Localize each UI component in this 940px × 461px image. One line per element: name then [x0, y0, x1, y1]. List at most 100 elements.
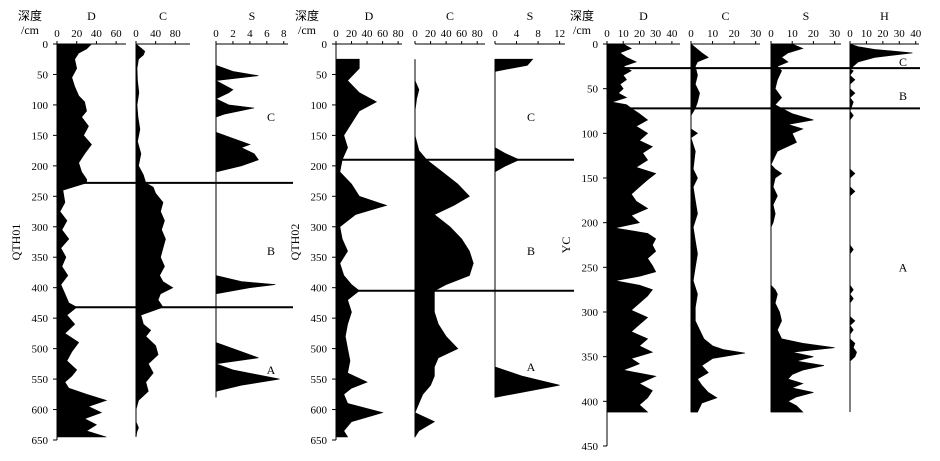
depth-header-label: 深度	[570, 8, 594, 23]
depth-tick-label: 50	[316, 69, 328, 81]
depth-tick-label: 150	[582, 173, 599, 185]
track-tick-label: 30	[894, 28, 906, 40]
track-tick-label: 6	[264, 28, 270, 40]
depth-tick-label: 0	[593, 39, 599, 51]
depth-header-label: 深度	[18, 8, 42, 23]
track-name-s: S	[527, 9, 534, 23]
track-tick-label: 40	[362, 28, 374, 40]
zone-label-b: B	[267, 244, 275, 258]
zone-label-b: B	[527, 244, 535, 258]
depth-tick-label: 600	[32, 405, 49, 417]
zone-label-a: A	[899, 260, 908, 274]
track-tick-label: 20	[71, 28, 83, 40]
depth-tick-label: 300	[582, 307, 599, 319]
depth-tick-label: 350	[311, 252, 328, 264]
profile-area-qth02-s	[494, 58, 560, 398]
track-tick-label: 60	[111, 28, 123, 40]
track-tick-label: 40	[441, 28, 453, 40]
depth-header-label: 深度	[295, 8, 319, 23]
depth-tick-label: 350	[32, 252, 49, 264]
depth-unit-label: /cm	[21, 23, 40, 37]
track-tick-label: 8	[535, 28, 541, 40]
depth-tick-label: 0	[43, 39, 49, 51]
track-tick-label: 0	[54, 28, 60, 40]
track-tick-label: 0	[133, 28, 139, 40]
track-tick-label: 20	[634, 28, 646, 40]
depth-tick-label: 450	[311, 313, 328, 325]
track-name-s: S	[249, 9, 256, 23]
track-name-d: D	[639, 9, 648, 23]
zone-label-c: C	[527, 110, 535, 124]
track-name-c: C	[159, 9, 167, 23]
panel-label: QTH02	[288, 224, 302, 261]
track-tick-label: 20	[346, 28, 358, 40]
depth-tick-label: 100	[32, 100, 49, 112]
depth-tick-label: 300	[311, 222, 328, 234]
depth-tick-label: 200	[582, 218, 599, 230]
profile-area-qth02-d	[335, 58, 388, 438]
depth-tick-label: 350	[582, 352, 599, 364]
track-tick-label: 40	[666, 28, 678, 40]
track-name-h: H	[880, 9, 889, 23]
track-tick-label: 4	[247, 28, 253, 40]
zone-label-c: C	[267, 110, 275, 124]
track-tick-label: 40	[910, 28, 922, 40]
profile-area-qth02-c	[414, 59, 474, 439]
depth-tick-label: 200	[32, 161, 49, 173]
track-tick-label: 0	[688, 28, 694, 40]
track-tick-label: 0	[768, 28, 774, 40]
track-tick-label: 80	[393, 28, 405, 40]
depth-tick-label: 0	[322, 39, 328, 51]
track-tick-label: 2	[230, 28, 236, 40]
track-tick-label: 20	[877, 28, 889, 40]
depth-tick-label: 450	[32, 313, 49, 325]
track-tick-label: 60	[456, 28, 468, 40]
track-tick-label: 40	[150, 28, 162, 40]
depth-tick-label: 650	[32, 435, 49, 447]
track-tick-label: 0	[213, 28, 219, 40]
depth-tick-label: 250	[582, 262, 599, 274]
track-tick-label: 10	[861, 28, 873, 40]
depth-unit-label: /cm	[573, 23, 592, 37]
track-tick-label: 4	[514, 28, 520, 40]
zone-label-c: C	[899, 55, 907, 69]
depth-tick-label: 400	[311, 283, 328, 295]
panel-label: YC	[559, 237, 573, 254]
track-name-c: C	[446, 9, 454, 23]
track-tick-label: 20	[425, 28, 437, 40]
depth-tick-label: 300	[32, 222, 49, 234]
depth-tick-label: 400	[32, 283, 49, 295]
depth-tick-label: 50	[587, 84, 599, 96]
track-tick-label: 20	[729, 28, 741, 40]
profile-area-yc-d	[606, 43, 657, 413]
track-tick-label: 10	[707, 28, 719, 40]
track-name-d: D	[87, 9, 96, 23]
track-tick-label: 0	[492, 28, 498, 40]
track-tick-label: 0	[604, 28, 610, 40]
track-tick-label: 0	[412, 28, 418, 40]
depth-tick-label: 600	[311, 405, 328, 417]
profile-area-yc-s	[770, 43, 835, 413]
track-tick-label: 60	[377, 28, 389, 40]
depth-tick-label: 150	[32, 130, 49, 142]
track-tick-label: 30	[650, 28, 662, 40]
depth-unit-label: /cm	[298, 23, 317, 37]
panel-label: QTH01	[9, 224, 23, 261]
zone-label-a: A	[267, 363, 276, 377]
depth-tick-label: 150	[311, 130, 328, 142]
depth-tick-label: 650	[311, 435, 328, 447]
track-tick-label: 12	[554, 28, 565, 40]
track-tick-label: 0	[847, 28, 853, 40]
profile-area-qth01-d	[56, 43, 108, 438]
profile-area-yc-c	[690, 43, 745, 413]
track-tick-label: 8	[281, 28, 287, 40]
depth-tick-label: 200	[311, 161, 328, 173]
track-tick-label: 30	[750, 28, 762, 40]
profile-area-qth01-c	[135, 43, 174, 438]
track-tick-label: 30	[829, 28, 841, 40]
depth-tick-label: 250	[311, 191, 328, 203]
track-tick-label: 80	[170, 28, 182, 40]
depth-tick-label: 550	[32, 374, 49, 386]
profile-area-qth01-s	[215, 44, 280, 398]
